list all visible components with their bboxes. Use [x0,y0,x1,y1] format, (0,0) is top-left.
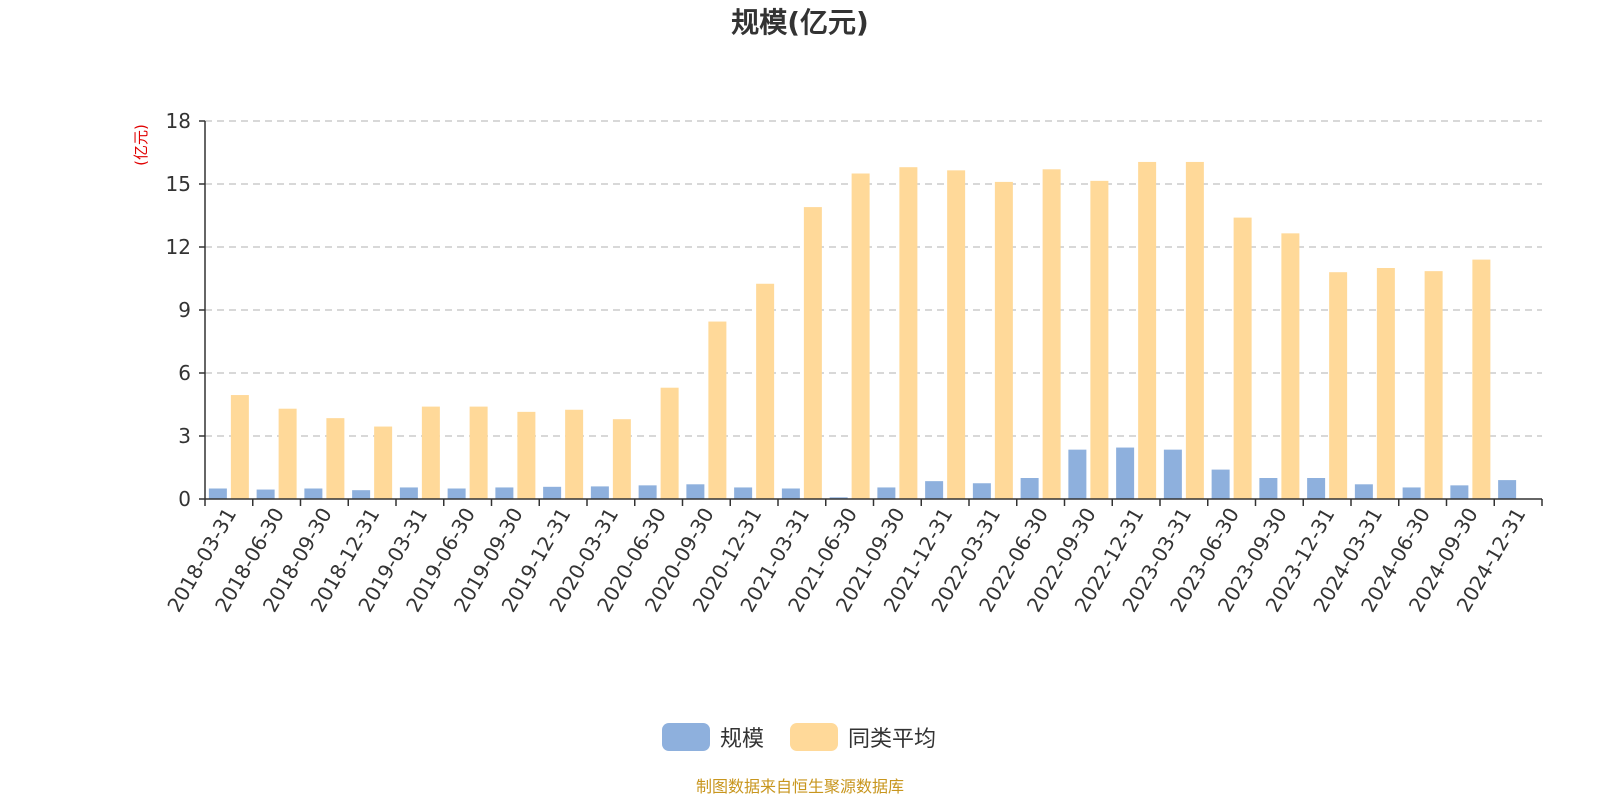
bar-peer-average-2024-06-30[interactable] [1424,271,1443,499]
bar-peer-average-2024-03-31[interactable] [1376,268,1395,499]
y-tick-labels: 0 3 6 9 12 15 18 [166,109,191,511]
y-axis-unit-label: (亿元) [132,124,150,166]
bar-scale-2021-12-31[interactable] [925,481,944,499]
y-tick-label: 18 [166,109,191,133]
y-tick-label: 6 [178,361,191,385]
bar-peer-average-2023-09-30[interactable] [1281,233,1300,499]
bar-peer-average-2019-12-31[interactable] [565,409,584,499]
x-tick-labels: 2018-03-312018-06-302018-09-302018-12-31… [162,504,1530,617]
bar-peer-average-2022-12-31[interactable] [1138,161,1157,499]
y-tick-label: 0 [178,487,191,511]
bar-scale-2024-09-30[interactable] [1450,485,1469,499]
source-note: 制图数据来自恒生聚源数据库 [696,777,904,796]
bar-scale-2021-06-30[interactable] [829,497,848,499]
bar-peer-average-2018-09-30[interactable] [326,418,345,499]
bar-peer-average-2023-03-31[interactable] [1185,161,1204,499]
bar-scale-2022-06-30[interactable] [1020,478,1039,499]
bar-peer-average-2021-06-30[interactable] [851,173,870,500]
bars [208,161,1517,500]
y-tick-label: 15 [166,172,191,196]
bar-scale-2023-12-31[interactable] [1307,478,1326,499]
bar-scale-2022-03-31[interactable] [972,483,991,499]
bar-scale-2019-09-30[interactable] [495,487,514,499]
bar-scale-2018-06-30[interactable] [256,489,275,499]
bar-scale-2022-09-30[interactable] [1068,449,1087,499]
bar-peer-average-2020-09-30[interactable] [708,321,727,499]
bar-scale-2019-12-31[interactable] [543,486,562,499]
y-tick-label: 3 [178,424,191,448]
axes [199,120,1543,506]
bar-peer-average-2019-03-31[interactable] [421,406,440,499]
bar-peer-average-2021-03-31[interactable] [803,207,822,499]
y-tick-label: 12 [166,235,191,259]
bar-peer-average-2024-09-30[interactable] [1472,259,1491,499]
bar-peer-average-2022-03-31[interactable] [994,181,1013,499]
bar-peer-average-2020-03-31[interactable] [612,419,631,499]
bar-scale-2023-09-30[interactable] [1259,478,1278,499]
bar-scale-2018-09-30[interactable] [304,488,323,500]
bar-peer-average-2020-12-31[interactable] [756,283,775,499]
bar-scale-2018-12-31[interactable] [352,490,371,499]
bar-peer-average-2018-03-31[interactable] [230,395,249,499]
bar-scale-2021-03-31[interactable] [781,488,800,500]
bar-scale-2020-06-30[interactable] [638,485,657,499]
bar-peer-average-2022-06-30[interactable] [1042,169,1061,500]
bar-scale-2022-12-31[interactable] [1116,447,1135,499]
bar-scale-2024-06-30[interactable] [1402,487,1421,499]
bar-peer-average-2018-06-30[interactable] [278,408,297,499]
legend-swatch-series-0[interactable] [662,723,710,751]
y-tick-label: 9 [178,298,191,322]
legend-label-series-1: 同类平均 [848,727,936,752]
bar-scale-2018-03-31[interactable] [208,488,227,500]
bar-peer-average-2023-06-30[interactable] [1233,217,1252,499]
bar-scale-2024-03-31[interactable] [1354,484,1373,499]
bar-scale-2020-09-30[interactable] [686,484,705,499]
bar-peer-average-2018-12-31[interactable] [374,426,393,499]
bar-peer-average-2021-09-30[interactable] [899,167,918,499]
bar-peer-average-2019-09-30[interactable] [517,411,536,499]
legend: 规模 同类平均 [662,723,936,752]
bar-peer-average-2020-06-30[interactable] [660,387,679,499]
bar-scale-2023-03-31[interactable] [1163,449,1182,499]
bar-scale-2020-12-31[interactable] [734,487,753,499]
legend-label-series-0: 规模 [720,727,764,752]
bar-peer-average-2021-12-31[interactable] [947,170,966,499]
bar-scale-2020-03-31[interactable] [590,486,609,499]
chart-title: 规模(亿元) [731,6,869,39]
bar-peer-average-2023-12-31[interactable] [1329,272,1348,499]
bar-peer-average-2019-06-30[interactable] [469,406,488,499]
bar-scale-2021-09-30[interactable] [877,487,896,499]
bar-scale-2019-06-30[interactable] [447,488,466,500]
legend-swatch-series-1[interactable] [790,723,838,751]
bar-scale-2019-03-31[interactable] [399,487,418,499]
bar-scale-2023-06-30[interactable] [1211,469,1230,499]
bar-peer-average-2022-09-30[interactable] [1090,180,1109,499]
bar-scale-2024-12-31[interactable] [1498,480,1517,499]
